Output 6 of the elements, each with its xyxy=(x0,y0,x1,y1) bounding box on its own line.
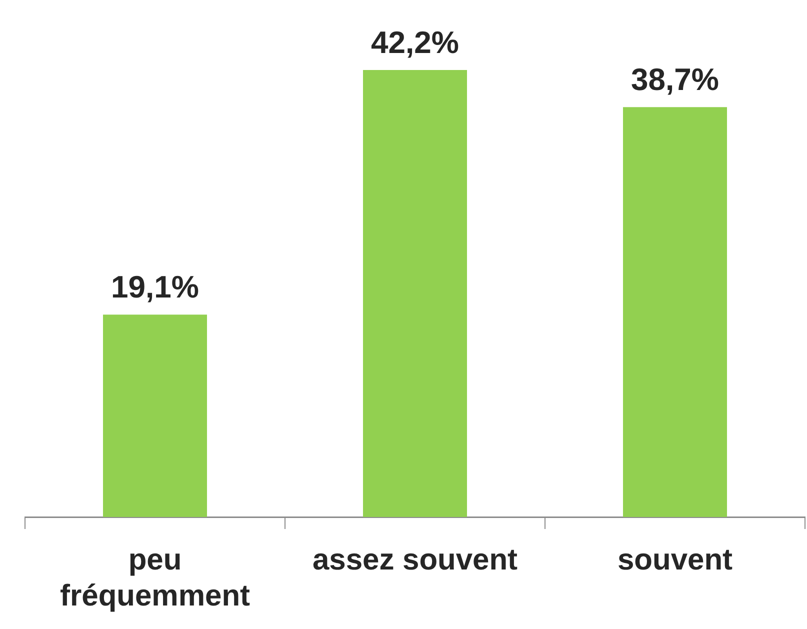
x-tick-label: assez souvent xyxy=(312,543,518,576)
data-label: 42,2% xyxy=(371,25,459,60)
data-label: 38,7% xyxy=(631,62,719,98)
x-tick-label: souvent xyxy=(617,543,733,576)
x-tick-label: peu fréquemment xyxy=(60,543,250,612)
data-label: 19,1% xyxy=(111,270,199,305)
